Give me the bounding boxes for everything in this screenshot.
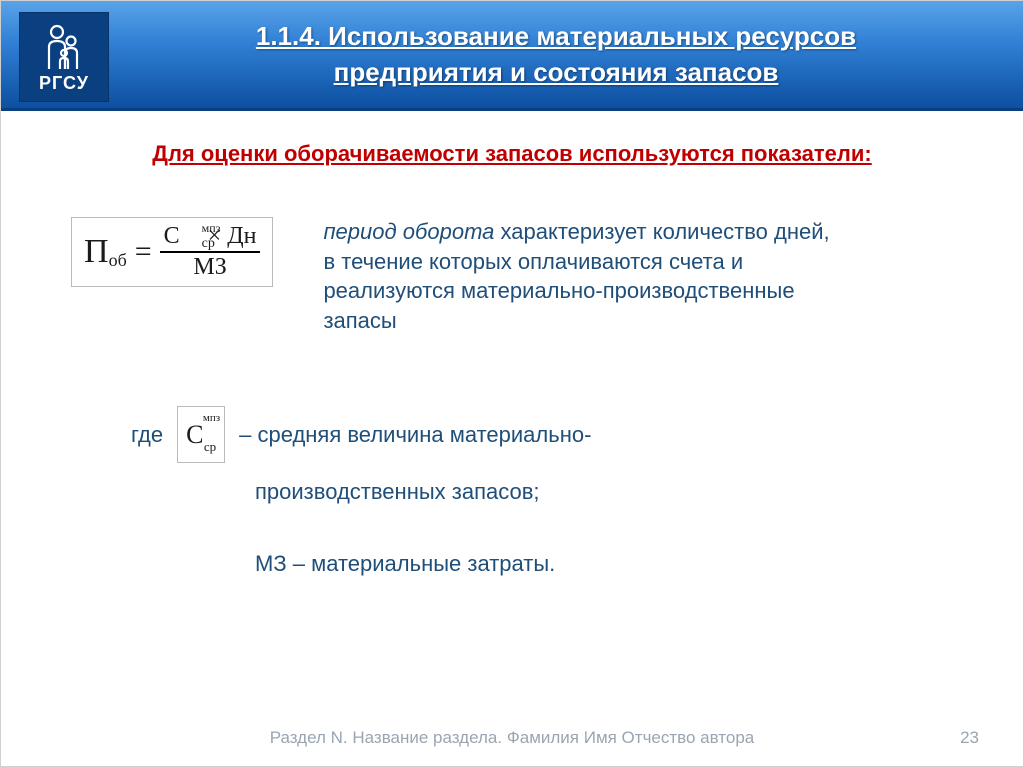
c-sup: мпз <box>203 408 220 429</box>
page-number: 23 <box>960 728 979 748</box>
title-line-2: предприятия и состояния запасов <box>109 55 1003 90</box>
num-dn: Дн <box>227 223 256 249</box>
title-line-1: 1.1.4. Использование материальных ресурс… <box>109 19 1003 54</box>
formula-lhs: П <box>84 233 109 271</box>
definition-c: где С мпз ср – средняя величина материал… <box>131 406 973 463</box>
formula-description: период оборота характеризует количество … <box>323 217 843 336</box>
c-def-part1: – средняя величина материально- <box>239 414 591 456</box>
num-c-sup: мпз <box>202 222 221 235</box>
formula-fraction: С мпз ср × Дн МЗ <box>160 224 261 280</box>
header-bar: РГСУ 1.1.4. Использование материальных р… <box>1 1 1023 111</box>
c-symbol: С <box>186 420 203 449</box>
slide: РГСУ 1.1.4. Использование материальных р… <box>0 0 1024 767</box>
footer-text: Раздел N. Название раздела. Фамилия Имя … <box>1 728 1023 748</box>
people-icon <box>39 23 89 71</box>
num-c: С <box>164 223 180 249</box>
subtitle: Для оценки оборачиваемости запасов испол… <box>51 141 973 167</box>
slide-title: 1.1.4. Использование материальных ресурс… <box>109 19 1023 89</box>
c-def-part2: производственных запасов; <box>255 471 973 513</box>
mz-def: МЗ – материальные затраты. <box>255 543 973 585</box>
definitions: где С мпз ср – средняя величина материал… <box>131 406 973 585</box>
logo-box: РГСУ <box>19 12 109 102</box>
formula-den: МЗ <box>193 253 226 280</box>
formula-row: Поб = С мпз ср × Дн МЗ <box>71 217 973 336</box>
num-c-sub: ср <box>202 237 215 252</box>
where-label: где <box>131 414 163 456</box>
main-formula: Поб = С мпз ср × Дн МЗ <box>71 217 273 287</box>
formula-equals: = <box>135 235 152 269</box>
logo-text: РГСУ <box>39 73 89 94</box>
content-area: Для оценки оборачиваемости запасов испол… <box>1 111 1023 585</box>
desc-lead: период оборота <box>323 219 494 244</box>
formula-lhs-sub: об <box>109 250 127 271</box>
c-symbol-box: С мпз ср <box>177 406 225 463</box>
c-sub: ср <box>204 435 216 460</box>
